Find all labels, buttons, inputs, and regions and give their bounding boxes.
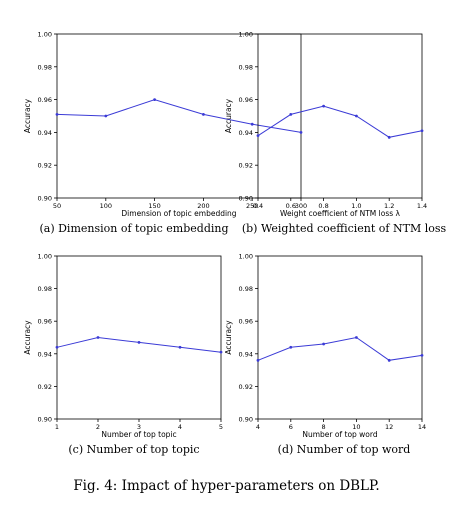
x-tick-label: 1.2	[384, 202, 394, 210]
x-tick-label: 1.0	[351, 202, 361, 210]
plot-frame	[56, 255, 222, 420]
y-tick-label: 0.94	[239, 350, 253, 358]
data-point	[153, 98, 157, 101]
data-point	[420, 129, 424, 133]
y-tick-label: 0.90	[239, 416, 253, 424]
y-tick-label: 0.94	[239, 129, 253, 137]
series-line	[257, 105, 423, 138]
y-tick-label: 1.00	[38, 31, 52, 39]
x-tick-label: 4	[178, 423, 182, 431]
x-tick-label: 10	[352, 423, 360, 431]
data-point	[256, 358, 260, 362]
x-tick-label: 1	[55, 423, 59, 431]
y-axis-label: Accuracy	[23, 320, 32, 355]
data-point	[137, 340, 141, 344]
y-tick-label: 0.92	[239, 383, 253, 391]
x-tick-label: 1.4	[417, 202, 427, 210]
y-tick-label: 1.00	[239, 253, 253, 261]
y-tick-label: 0.90	[239, 195, 253, 203]
y-tick-label: 1.00	[38, 253, 52, 261]
subfigure-caption: (a) Dimension of topic embedding	[39, 222, 228, 235]
y-axis-label: Accuracy	[224, 320, 233, 355]
y-tick-label: 0.94	[38, 350, 52, 358]
data-point	[420, 354, 424, 357]
data-point	[219, 350, 223, 354]
x-tick-label: 5	[219, 423, 223, 431]
subfigure-caption: (d) Number of top word	[278, 443, 411, 456]
y-tick-label: 0.92	[239, 162, 253, 170]
x-axis-label: Dimension of topic embedding	[121, 209, 236, 218]
x-tick-label: 250	[246, 202, 258, 210]
series-line	[257, 336, 423, 361]
subfigure-caption: (c) Number of top topic	[68, 443, 199, 456]
data-point	[299, 131, 303, 134]
subfigure-caption: (b) Weighted coefficient of NTM loss	[242, 222, 447, 235]
data-point	[387, 135, 391, 139]
x-tick-label: 0.6	[286, 202, 296, 210]
chart-panel-1: 0.90 0.92 0.94 0.96 0.98 1.00 0.4 0.6 0.8 1.0 1.2 1…	[224, 31, 447, 236]
data-point	[104, 114, 108, 118]
x-tick-label: 8	[322, 423, 326, 431]
data-point	[250, 122, 254, 126]
chart-panel-2: 0.90 0.92 0.94 0.96 0.98 1.00 1 2 3 4 5 Number of t…	[23, 253, 223, 457]
data-point	[96, 336, 100, 339]
data-point	[355, 336, 358, 339]
chart-panel-0: 0.90 0.92 0.94 0.96 0.98 1.00 50 100 150 200 250 30…	[23, 31, 307, 236]
x-tick-label: 0.4	[253, 202, 263, 210]
x-tick-label: 2	[96, 423, 100, 431]
data-point	[289, 112, 293, 116]
x-tick-label: 3	[137, 423, 141, 431]
y-tick-label: 0.96	[239, 318, 253, 326]
y-tick-label: 0.92	[38, 383, 52, 391]
data-point	[322, 104, 325, 108]
x-tick-label: 14	[418, 423, 426, 431]
y-tick-label: 0.96	[38, 96, 52, 104]
x-axis-label: Number of top word	[302, 430, 377, 439]
x-tick-label: 12	[385, 423, 393, 431]
data-point	[202, 112, 205, 116]
y-tick-label: 0.90	[38, 416, 52, 424]
y-tick-label: 0.98	[239, 285, 253, 293]
plot-frame	[257, 33, 423, 199]
x-tick-label: 300	[295, 202, 307, 210]
data-point	[355, 114, 358, 118]
chart-panel-3: 0.90 0.92 0.94 0.96 0.98 1.00 4 6 8 10 12 14 Number …	[224, 253, 426, 457]
x-axis-label: Number of top topic	[101, 430, 176, 439]
data-point	[322, 342, 325, 346]
data-point	[387, 358, 391, 362]
y-tick-label: 0.96	[38, 318, 52, 326]
y-tick-label: 0.98	[38, 63, 52, 71]
x-tick-label: 50	[53, 202, 61, 210]
series-line	[56, 99, 302, 133]
x-tick-label: 4	[256, 423, 260, 431]
x-tick-label: 100	[100, 202, 112, 210]
y-axis-label: Accuracy	[23, 98, 32, 133]
x-axis-label: Weight coefficient of NTM loss λ	[280, 209, 401, 218]
y-tick-label: 0.94	[38, 129, 52, 137]
x-tick-label: 200	[197, 202, 209, 210]
y-tick-label: 0.96	[239, 96, 253, 104]
y-tick-label: 0.98	[239, 63, 253, 71]
data-point	[289, 345, 293, 349]
plot-frame	[257, 255, 423, 420]
plot-frame	[56, 33, 302, 199]
data-point	[256, 134, 260, 138]
series-line	[56, 336, 222, 353]
y-tick-label: 0.92	[38, 162, 52, 170]
y-tick-label: 1.00	[239, 31, 253, 39]
data-point	[55, 345, 59, 349]
y-axis-label: Accuracy	[224, 98, 233, 133]
figure-caption: Fig. 4: Impact of hyper-parameters on DB…	[73, 478, 379, 494]
x-tick-label: 0.8	[318, 202, 328, 210]
x-tick-label: 150	[148, 202, 160, 210]
y-tick-label: 0.90	[38, 195, 52, 203]
data-point	[55, 112, 59, 116]
y-tick-label: 0.98	[38, 285, 52, 293]
x-tick-label: 6	[289, 423, 293, 431]
data-point	[178, 345, 182, 349]
